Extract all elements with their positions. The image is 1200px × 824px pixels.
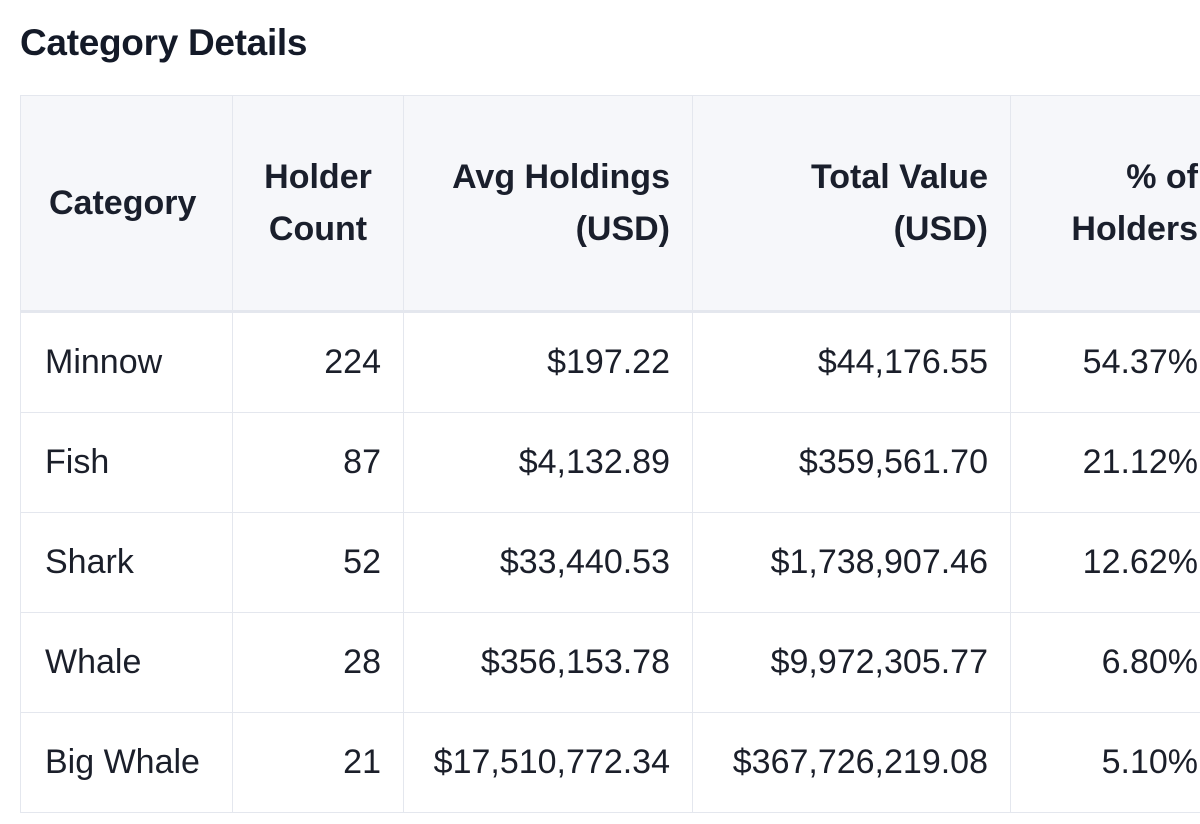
cell-total-value: $44,176.55	[692, 311, 1011, 413]
category-table-container: Category Holder Count Avg Holdings (USD)…	[20, 95, 1200, 813]
header-avg-holdings[interactable]: Avg Holdings (USD)	[403, 95, 693, 313]
cell-holder-count: 28	[232, 612, 404, 713]
cell-avg-holdings: $356,153.78	[403, 612, 693, 713]
header-total-value-line2: (USD)	[893, 210, 988, 248]
table-row: Big Whale 21 $17,510,772.34 $367,726,219…	[20, 712, 1200, 813]
cell-category: Minnow	[20, 311, 233, 413]
header-holder-count-line2: Count	[268, 210, 368, 248]
header-holder-count-line1: Holder	[264, 158, 372, 196]
cell-category: Big Whale	[20, 712, 233, 813]
table-row: Fish 87 $4,132.89 $359,561.70 21.12%	[20, 412, 1200, 513]
header-row: Category Holder Count Avg Holdings (USD)…	[20, 95, 1200, 313]
table-row: Minnow 224 $197.22 $44,176.55 54.37%	[20, 311, 1200, 413]
header-holder-count[interactable]: Holder Count	[232, 95, 404, 313]
header-pct-holders-line2: Holders	[1071, 210, 1198, 248]
category-details-table: Category Holder Count Avg Holdings (USD)…	[20, 95, 1200, 813]
table-body: Minnow 224 $197.22 $44,176.55 54.37% Fis…	[20, 311, 1200, 813]
table-header: Category Holder Count Avg Holdings (USD)…	[20, 95, 1200, 313]
cell-avg-holdings: $17,510,772.34	[403, 712, 693, 813]
header-total-value[interactable]: Total Value (USD)	[692, 95, 1011, 313]
cell-total-value: $359,561.70	[692, 412, 1011, 513]
cell-pct-holders: 54.37%	[1010, 311, 1200, 413]
cell-category: Whale	[20, 612, 233, 713]
cell-holder-count: 21	[232, 712, 404, 813]
cell-pct-holders: 12.62%	[1010, 512, 1200, 613]
cell-category: Fish	[20, 412, 233, 513]
cell-total-value: $9,972,305.77	[692, 612, 1011, 713]
header-category-label: Category	[49, 184, 197, 222]
cell-pct-holders: 21.12%	[1010, 412, 1200, 513]
header-pct-holders-line1: % of	[1126, 158, 1198, 196]
table-row: Whale 28 $356,153.78 $9,972,305.77 6.80%	[20, 612, 1200, 713]
header-avg-holdings-line2: (USD)	[575, 210, 670, 248]
cell-pct-holders: 5.10%	[1010, 712, 1200, 813]
cell-avg-holdings: $4,132.89	[403, 412, 693, 513]
cell-holder-count: 224	[232, 311, 404, 413]
cell-pct-holders: 6.80%	[1010, 612, 1200, 713]
cell-holder-count: 87	[232, 412, 404, 513]
header-category[interactable]: Category	[20, 95, 233, 313]
cell-total-value: $1,738,907.46	[692, 512, 1011, 613]
cell-avg-holdings: $197.22	[403, 311, 693, 413]
header-total-value-line1: Total Value	[811, 158, 988, 196]
table-row: Shark 52 $33,440.53 $1,738,907.46 12.62%	[20, 512, 1200, 613]
cell-category: Shark	[20, 512, 233, 613]
header-pct-holders[interactable]: % of Holders	[1010, 95, 1200, 313]
header-avg-holdings-line1: Avg Holdings	[452, 158, 670, 196]
cell-avg-holdings: $33,440.53	[403, 512, 693, 613]
section-title: Category Details	[20, 22, 308, 63]
cell-total-value: $367,726,219.08	[692, 712, 1011, 813]
cell-holder-count: 52	[232, 512, 404, 613]
